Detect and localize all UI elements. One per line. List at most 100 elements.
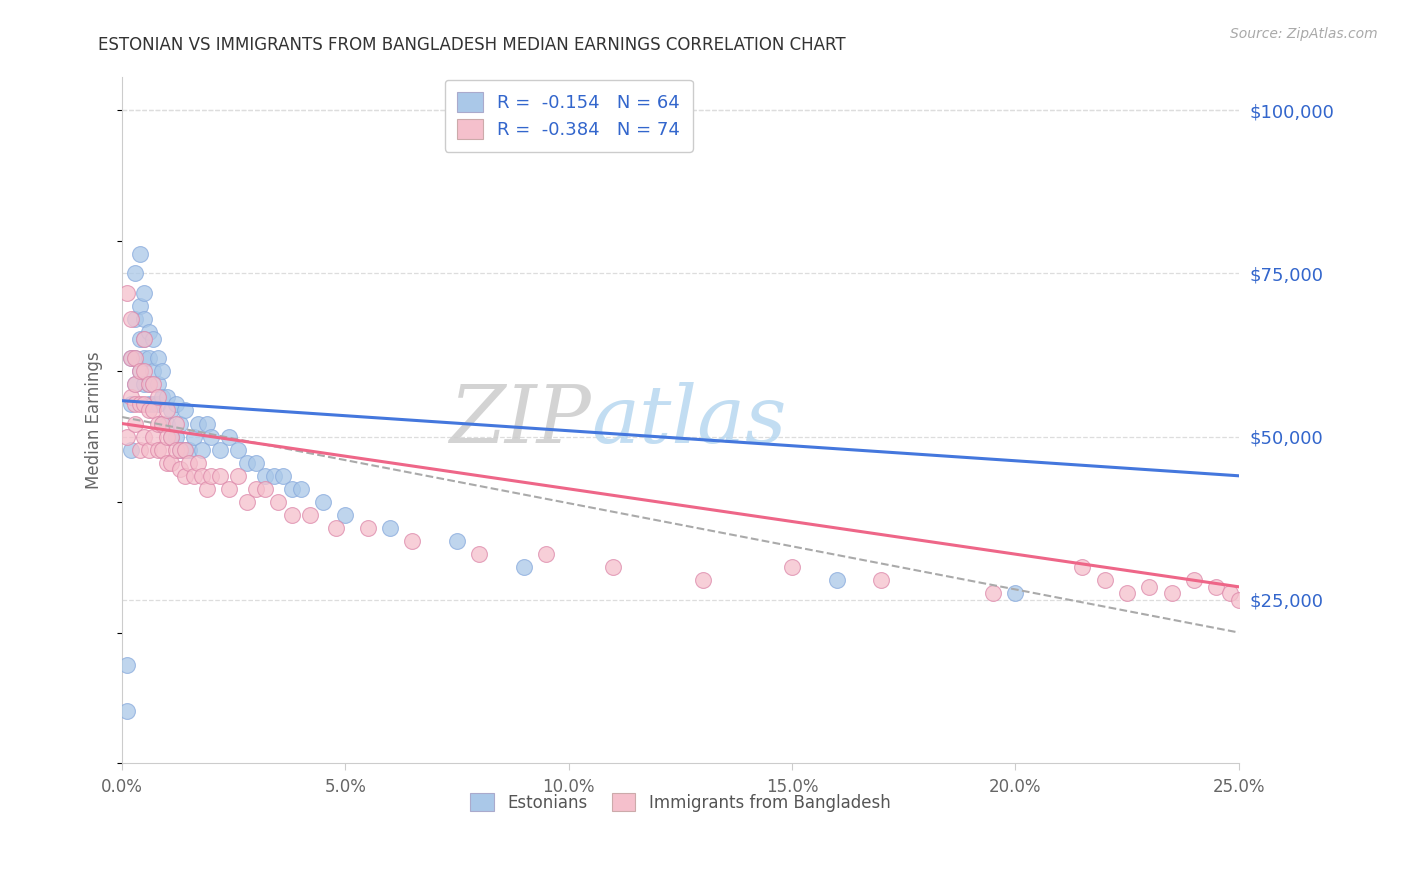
Point bbox=[156, 403, 179, 417]
Point bbox=[173, 468, 195, 483]
Point bbox=[1227, 592, 1250, 607]
Point bbox=[129, 332, 152, 346]
Point bbox=[134, 351, 156, 366]
Point bbox=[142, 364, 165, 378]
Point bbox=[1182, 574, 1205, 588]
Point bbox=[169, 417, 191, 431]
Point bbox=[150, 417, 173, 431]
Point bbox=[187, 456, 209, 470]
Point bbox=[209, 442, 232, 457]
Point bbox=[120, 312, 142, 326]
Point bbox=[150, 442, 173, 457]
Point bbox=[1219, 586, 1241, 600]
Point bbox=[173, 403, 195, 417]
Point bbox=[468, 547, 491, 561]
Point bbox=[218, 429, 240, 443]
Point bbox=[134, 397, 156, 411]
Point bbox=[825, 574, 848, 588]
Point bbox=[191, 468, 214, 483]
Point bbox=[870, 574, 893, 588]
Point bbox=[1205, 580, 1227, 594]
Point bbox=[281, 482, 304, 496]
Point bbox=[253, 482, 276, 496]
Point bbox=[142, 377, 165, 392]
Point bbox=[357, 521, 380, 535]
Y-axis label: Median Earnings: Median Earnings bbox=[86, 351, 103, 489]
Point bbox=[191, 442, 214, 457]
Point bbox=[160, 456, 183, 470]
Point bbox=[150, 417, 173, 431]
Point bbox=[115, 285, 138, 300]
Point bbox=[195, 417, 218, 431]
Point bbox=[120, 351, 142, 366]
Point bbox=[124, 312, 146, 326]
Point bbox=[245, 456, 267, 470]
Text: atlas: atlas bbox=[591, 382, 786, 459]
Point bbox=[160, 403, 183, 417]
Point bbox=[146, 377, 169, 392]
Point bbox=[129, 299, 152, 313]
Point bbox=[1160, 586, 1182, 600]
Point bbox=[446, 534, 468, 549]
Point bbox=[165, 442, 187, 457]
Point bbox=[1236, 599, 1258, 614]
Point bbox=[124, 417, 146, 431]
Point bbox=[183, 429, 205, 443]
Point bbox=[138, 442, 160, 457]
Point bbox=[177, 456, 200, 470]
Point bbox=[134, 377, 156, 392]
Point bbox=[263, 468, 285, 483]
Point bbox=[146, 442, 169, 457]
Point bbox=[290, 482, 312, 496]
Point bbox=[124, 377, 146, 392]
Point bbox=[1139, 580, 1161, 594]
Point bbox=[236, 495, 259, 509]
Point bbox=[134, 312, 156, 326]
Point bbox=[195, 482, 218, 496]
Point bbox=[129, 397, 152, 411]
Point bbox=[142, 403, 165, 417]
Point bbox=[124, 266, 146, 280]
Point bbox=[312, 495, 335, 509]
Point bbox=[150, 364, 173, 378]
Point bbox=[271, 468, 294, 483]
Point bbox=[142, 397, 165, 411]
Text: Source: ZipAtlas.com: Source: ZipAtlas.com bbox=[1230, 27, 1378, 41]
Point bbox=[513, 560, 536, 574]
Point bbox=[780, 560, 803, 574]
Point bbox=[169, 442, 191, 457]
Point bbox=[115, 429, 138, 443]
Text: ESTONIAN VS IMMIGRANTS FROM BANGLADESH MEDIAN EARNINGS CORRELATION CHART: ESTONIAN VS IMMIGRANTS FROM BANGLADESH M… bbox=[98, 36, 846, 54]
Point bbox=[124, 351, 146, 366]
Point bbox=[138, 403, 160, 417]
Point bbox=[173, 442, 195, 457]
Point bbox=[129, 246, 152, 260]
Point bbox=[378, 521, 401, 535]
Point bbox=[226, 468, 249, 483]
Point bbox=[165, 417, 187, 431]
Point bbox=[536, 547, 558, 561]
Point bbox=[120, 397, 142, 411]
Point bbox=[124, 377, 146, 392]
Point bbox=[281, 508, 304, 522]
Point bbox=[129, 442, 152, 457]
Point bbox=[134, 429, 156, 443]
Point bbox=[115, 658, 138, 673]
Point bbox=[124, 397, 146, 411]
Point bbox=[146, 391, 169, 405]
Point bbox=[218, 482, 240, 496]
Point bbox=[150, 391, 173, 405]
Point bbox=[209, 468, 232, 483]
Point bbox=[298, 508, 321, 522]
Point bbox=[165, 397, 187, 411]
Point bbox=[253, 468, 276, 483]
Text: ZIP: ZIP bbox=[450, 382, 591, 459]
Point bbox=[120, 391, 142, 405]
Point bbox=[146, 417, 169, 431]
Point bbox=[134, 364, 156, 378]
Point bbox=[981, 586, 1004, 600]
Point bbox=[177, 442, 200, 457]
Point bbox=[156, 429, 179, 443]
Point bbox=[134, 285, 156, 300]
Point bbox=[325, 521, 347, 535]
